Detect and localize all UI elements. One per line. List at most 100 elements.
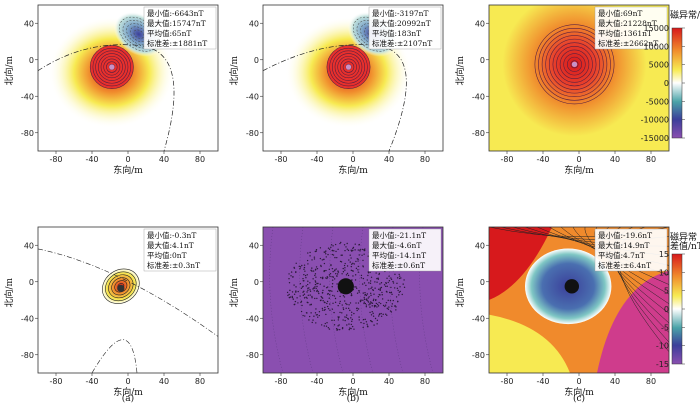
noise-speckle bbox=[286, 241, 406, 331]
panel-bottom-c: 最小值:-19.6nT最大值:14.9nT平均值:4.7nT标准差:±6.4nT… bbox=[454, 226, 670, 398]
contour-line bbox=[100, 55, 123, 79]
stat-std: 标准差:±2107nT bbox=[372, 38, 432, 48]
contour-line bbox=[337, 55, 360, 79]
y-tick-label: 40 bbox=[249, 241, 259, 250]
stat-mean: 平均值:183nT bbox=[372, 28, 421, 38]
x-tick-label: 0 bbox=[350, 377, 355, 386]
contour-line bbox=[329, 47, 368, 87]
x-axis-label: 东向/m bbox=[564, 164, 594, 176]
y-axis-label: 北向/m bbox=[228, 277, 240, 307]
x-tick-label: 80 bbox=[195, 155, 205, 164]
contour-line bbox=[566, 56, 582, 72]
x-tick-label: 80 bbox=[646, 377, 656, 386]
colorbar-tick-label: 10 bbox=[659, 268, 669, 277]
x-tick-label: 0 bbox=[125, 377, 130, 386]
contour-line bbox=[342, 61, 355, 73]
zero-contour bbox=[38, 248, 218, 337]
contour-line bbox=[331, 50, 365, 84]
contour-line bbox=[106, 61, 118, 73]
core-center bbox=[345, 64, 352, 70]
x-tick-label: -40 bbox=[536, 155, 549, 164]
yellow-region bbox=[489, 314, 570, 373]
stat-std: 标准差:±0.6nT bbox=[372, 260, 425, 270]
colorbar-title: 磁异常 bbox=[670, 231, 697, 243]
colorbar-tick-label: -10 bbox=[656, 342, 669, 351]
y-tick-label: -80 bbox=[246, 351, 259, 360]
y-tick-label: 0 bbox=[254, 278, 259, 287]
x-tick-label: 0 bbox=[576, 155, 581, 164]
x-axis-label: 东向/m bbox=[338, 164, 368, 176]
panel-top-a: 最小值:-6643nT最大值:15747nT平均值:65nT标准差:±1881n… bbox=[3, 4, 219, 176]
colorbar-tick-label: 10000 bbox=[644, 42, 669, 51]
y-tick-label: -40 bbox=[472, 314, 485, 323]
contour-line bbox=[92, 47, 132, 87]
y-axis-label: 北向/m bbox=[3, 277, 15, 307]
stat-mean: 平均值:0nT bbox=[147, 250, 187, 260]
colorbar-subtitle: 差值/nT bbox=[670, 240, 700, 252]
x-tick-label: 40 bbox=[384, 155, 394, 164]
stats-box bbox=[594, 228, 668, 272]
stats-box bbox=[368, 6, 442, 50]
colorbar-tick-label: 5000 bbox=[649, 61, 669, 70]
stat-min: 最小值:69nT bbox=[598, 8, 642, 18]
x-tick-label: -40 bbox=[85, 377, 98, 386]
y-tick-label: -80 bbox=[472, 129, 485, 138]
colorbar-anomaly: 磁异常/nT15000 10000 5000 0 -5000 -10000 -15000 bbox=[641, 9, 700, 143]
colorbar-tick-label: 15000 bbox=[644, 24, 669, 33]
contour-line bbox=[334, 53, 363, 81]
contour-line bbox=[114, 280, 128, 293]
x-tick-label: -40 bbox=[310, 155, 323, 164]
stat-mean: 平均值:-14.1nT bbox=[372, 250, 426, 260]
stat-max: 最大值:21228nT bbox=[598, 18, 657, 28]
core-center bbox=[564, 279, 579, 294]
x-tick-label: 40 bbox=[384, 377, 394, 386]
colorbar-tick-label: -15 bbox=[656, 360, 669, 369]
stat-std: 标准差:±2662nT bbox=[598, 38, 658, 48]
x-tick-label: -40 bbox=[85, 155, 98, 164]
stat-std: 标准差:±0.3nT bbox=[147, 260, 200, 270]
y-tick-label: 40 bbox=[24, 241, 34, 250]
stats-box bbox=[143, 6, 217, 50]
y-tick-label: -80 bbox=[21, 129, 34, 138]
stats-box bbox=[143, 228, 217, 272]
y-tick-label: 0 bbox=[254, 56, 259, 65]
y-axis-label: 北向/m bbox=[454, 55, 466, 85]
contour-line bbox=[89, 45, 134, 89]
colorbar-tick-label: -5000 bbox=[646, 97, 669, 106]
contour-line bbox=[563, 53, 586, 76]
contour-line bbox=[102, 268, 140, 304]
contour-line bbox=[98, 53, 126, 81]
zero-contour bbox=[91, 339, 138, 373]
contour-line bbox=[108, 274, 134, 299]
contour-line bbox=[556, 46, 593, 83]
x-tick-label: -80 bbox=[49, 155, 62, 164]
stat-std: 标准差:±1881nT bbox=[147, 38, 207, 48]
x-axis-label: 东向/m bbox=[338, 386, 368, 398]
x-tick-label: 0 bbox=[576, 377, 581, 386]
panel-caption: (a) bbox=[122, 393, 134, 404]
stat-max: 最大值:-4.6nT bbox=[372, 240, 421, 250]
positive-region bbox=[489, 227, 552, 300]
y-tick-label: 40 bbox=[249, 19, 259, 28]
y-axis-label: 北向/m bbox=[3, 55, 15, 85]
y-tick-label: 0 bbox=[29, 56, 34, 65]
y-tick-label: 40 bbox=[475, 19, 485, 28]
y-tick-label: 0 bbox=[480, 278, 485, 287]
contour-line bbox=[326, 45, 371, 89]
colorbar-tick-label: 15 bbox=[659, 250, 669, 259]
stat-mean: 平均值:1361nT bbox=[598, 28, 652, 38]
x-tick-label: -80 bbox=[500, 155, 513, 164]
x-axis-label: 东向/m bbox=[113, 164, 143, 176]
y-tick-label: -40 bbox=[246, 92, 259, 101]
colorbar-tick-label: -5 bbox=[661, 323, 669, 332]
stat-mean: 平均值:4.7nT bbox=[598, 250, 645, 260]
panel-caption: (c) bbox=[573, 393, 585, 404]
contour-line bbox=[103, 58, 121, 76]
panel-bottom-b: 最小值:-21.1nT最大值:-4.6nT平均值:-14.1nT标准差:±0.6… bbox=[228, 226, 444, 398]
stat-min: 最小值:-0.3nT bbox=[147, 230, 196, 240]
y-axis-label: 北向/m bbox=[454, 277, 466, 307]
core-center bbox=[109, 64, 115, 70]
x-tick-label: 40 bbox=[610, 377, 620, 386]
